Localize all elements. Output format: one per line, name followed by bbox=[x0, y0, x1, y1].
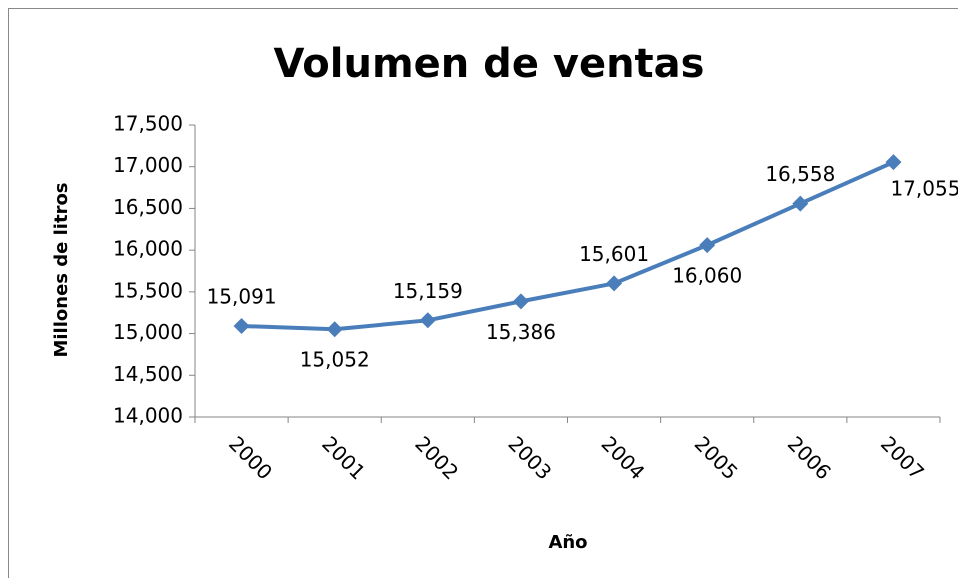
data-label: 15,091 bbox=[207, 284, 277, 308]
chart-frame bbox=[8, 8, 958, 578]
marker bbox=[512, 293, 529, 310]
marker bbox=[326, 321, 343, 338]
y-tick-label: 14,500 bbox=[113, 362, 183, 386]
marker bbox=[792, 195, 809, 212]
data-label: 16,060 bbox=[672, 264, 742, 288]
y-tick-label: 15,000 bbox=[113, 320, 183, 344]
y-tick-label: 16,500 bbox=[113, 195, 183, 219]
marker bbox=[699, 237, 716, 254]
marker bbox=[606, 275, 623, 292]
y-tick-label: 15,500 bbox=[113, 278, 183, 302]
data-label: 15,601 bbox=[579, 242, 649, 266]
x-axis-label: Año bbox=[548, 532, 587, 553]
marker bbox=[885, 154, 902, 171]
chart-title: Volumen de ventas bbox=[274, 41, 705, 87]
data-label: 17,055 bbox=[890, 177, 958, 201]
marker bbox=[233, 317, 250, 334]
y-tick-label: 17,500 bbox=[113, 112, 183, 136]
marker bbox=[419, 312, 436, 329]
data-label: 15,052 bbox=[300, 348, 370, 372]
y-tick-label: 17,000 bbox=[113, 153, 183, 177]
y-tick-label: 16,000 bbox=[113, 237, 183, 261]
data-label: 16,558 bbox=[765, 162, 835, 186]
data-label: 15,386 bbox=[486, 320, 556, 344]
y-tick-label: 14,000 bbox=[113, 404, 183, 428]
y-axis-label: Millones de litros bbox=[51, 182, 72, 357]
data-label: 15,159 bbox=[393, 279, 463, 303]
series-line bbox=[241, 160, 895, 332]
